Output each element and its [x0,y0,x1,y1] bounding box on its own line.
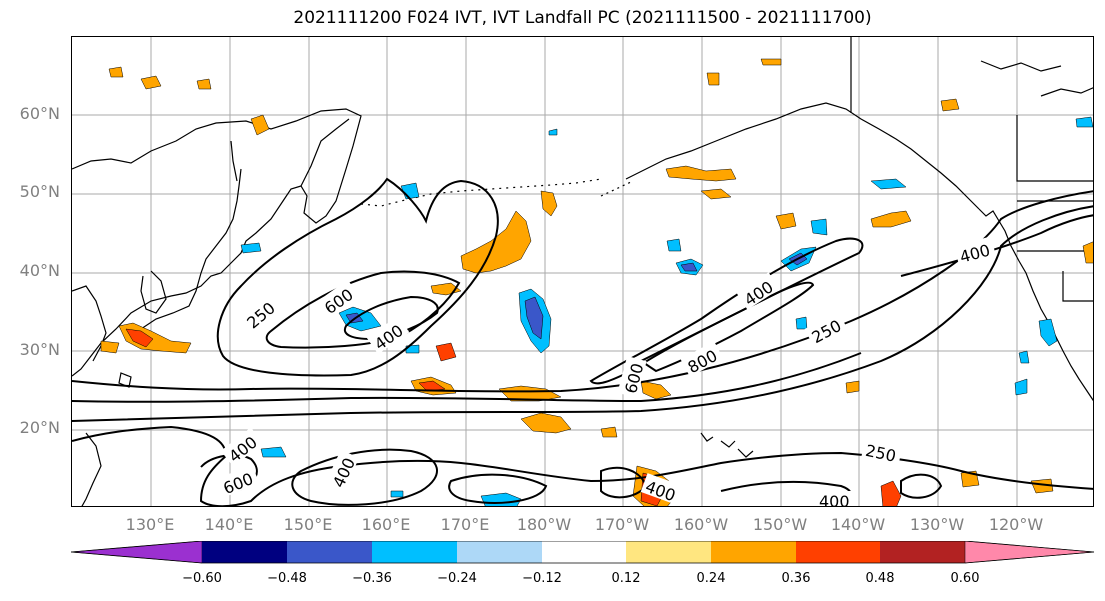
colorbar-segment [372,541,457,563]
colorbar-tick: −0.12 [522,571,562,586]
colorbar: −0.60 −0.48 −0.36 −0.24 −0.12 0.12 0.24 … [70,540,1096,586]
colorbar-tick: 0.24 [696,571,726,586]
colorbar-svg [70,540,1095,564]
colorbar-segment [964,540,1095,564]
contour-label: 400 [819,492,850,507]
lon-label-140w: 140°W [830,515,886,534]
contour-labels: 250 600 400 400 600 800 250 400 400 600 … [216,236,996,507]
lat-label-40n: 40°N [19,261,60,280]
colorbar-segment [880,541,965,563]
lon-label-160w: 160°W [673,515,729,534]
ivt-contours [72,177,1093,506]
lon-label-130e: 130°E [125,515,175,534]
lon-label-120w: 120°W [988,515,1044,534]
lat-label-30n: 30°N [19,340,60,359]
colorbar-segment [542,541,626,563]
lat-label-60n: 60°N [19,104,60,123]
colorbar-tick: 0.60 [950,571,980,586]
colorbar-tick: −0.48 [267,571,307,586]
colorbar-segment [457,541,542,563]
colorbar-segment [796,541,880,563]
colorbar-tick: 0.36 [781,571,811,586]
lat-label-20n: 20°N [19,418,60,437]
map-canvas: 250 600 400 400 600 800 250 400 400 600 … [72,37,1093,507]
lon-label-150e: 150°E [283,515,333,534]
colorbar-tick: 0.12 [611,571,641,586]
colorbar-tick: 0.48 [865,571,895,586]
colorbar-segment [711,541,796,563]
colorbar-tick: −0.24 [437,571,477,586]
lon-label-150w: 150°W [752,515,808,534]
colorbar-segment [287,541,372,563]
colorbar-segment [202,541,287,563]
figure-title: 2021111200 F024 IVT, IVT Landfall PC (20… [293,8,872,28]
lon-label-140e: 140°E [204,515,254,534]
colorbar-segment [626,541,711,563]
lon-label-130w: 130°W [909,515,965,534]
lon-label-170e: 170°E [440,515,490,534]
colorbar-tick: −0.36 [352,571,392,586]
lon-label-170w: 170°W [594,515,650,534]
colorbar-tick: −0.60 [182,571,222,586]
graticule [72,37,1093,506]
colorbar-segment [70,540,203,564]
lon-label-180w: 180°W [516,515,572,534]
lon-label-160e: 160°E [361,515,411,534]
map-panel[interactable]: 250 600 400 400 600 800 250 400 400 600 … [71,36,1094,507]
lat-label-50n: 50°N [19,182,60,201]
